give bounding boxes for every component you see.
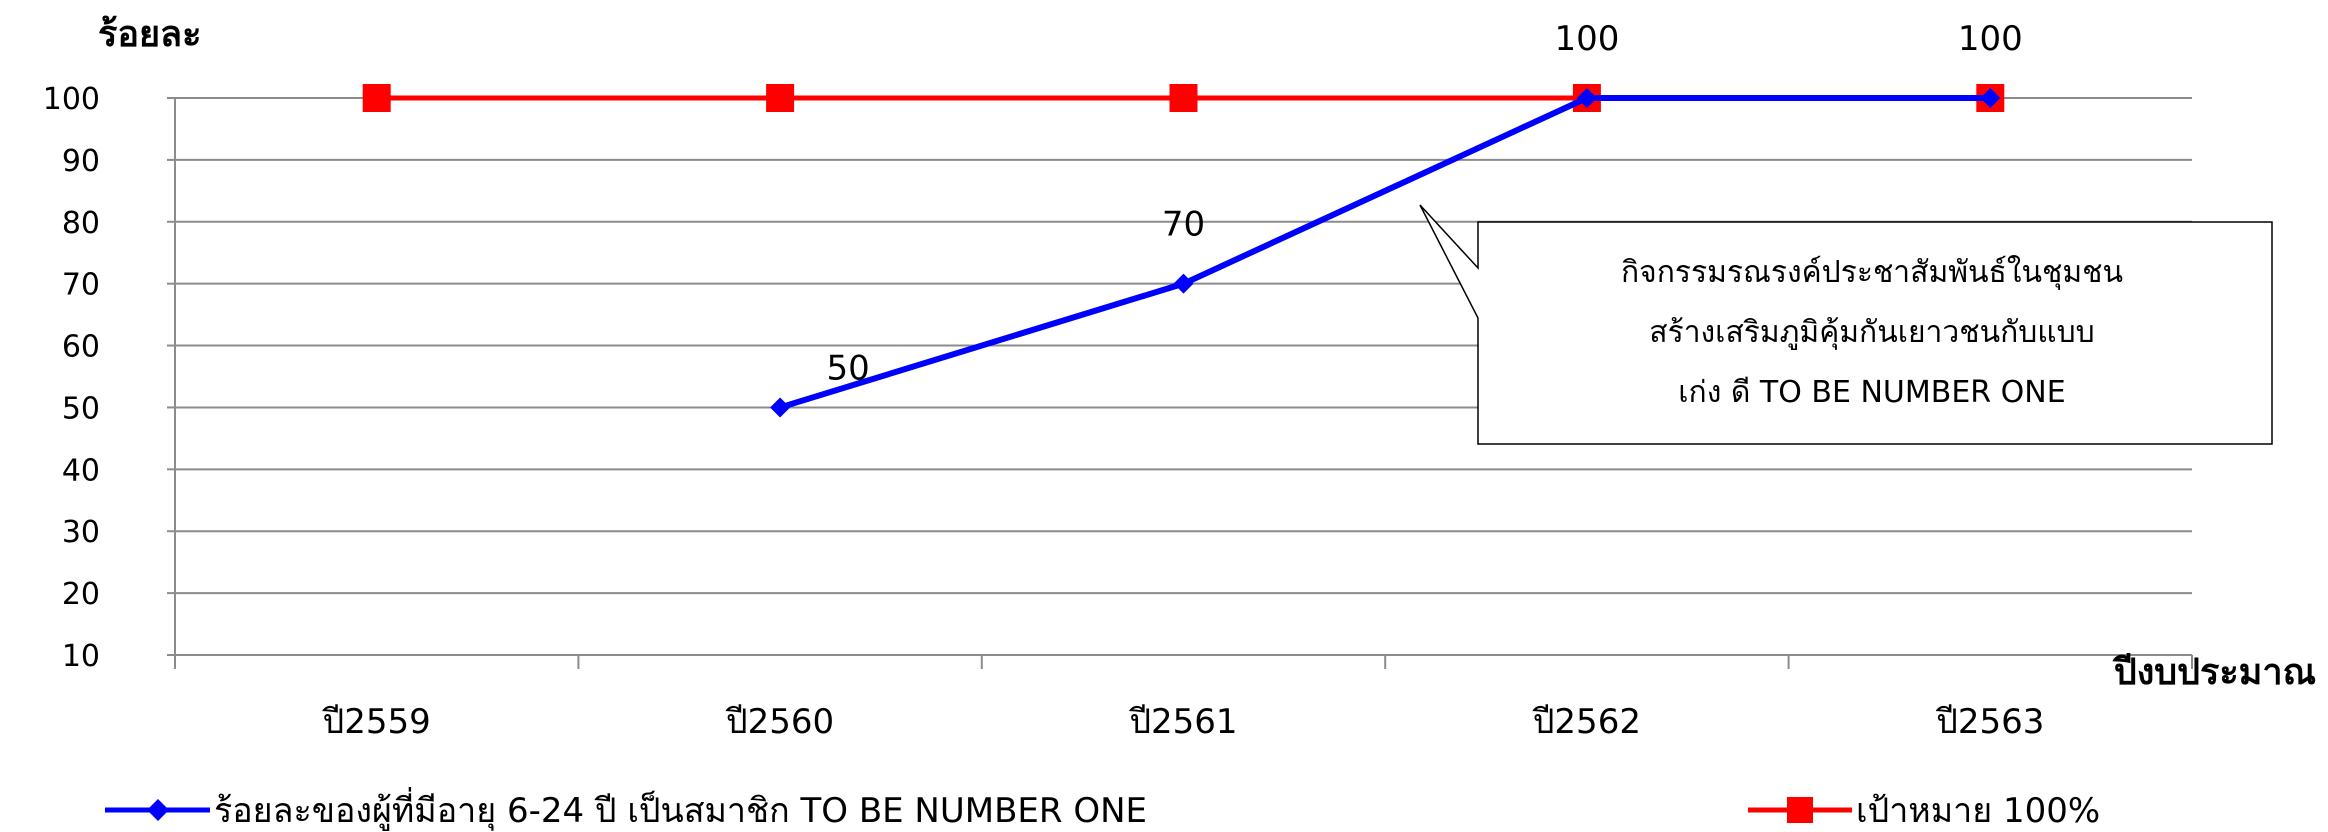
legend-label-members: ร้อยละของผู้ที่มีอายุ 6-24 ปี เป็นสมาชิก… bbox=[214, 787, 1147, 831]
callout-line-1: กิจกรรมรณรงค์ประชาสัมพันธ์ในชุมชน bbox=[1621, 255, 2123, 291]
legend-label-target: เป้าหมาย 100% bbox=[1856, 791, 2100, 831]
data-label-4: 100 bbox=[1958, 19, 2023, 59]
x-tick-label-3: ปี2562 bbox=[1532, 702, 1641, 742]
axes bbox=[167, 97, 2193, 669]
x-tick-label-4: ปี2563 bbox=[1936, 702, 2045, 742]
legend-item-members: ร้อยละของผู้ที่มีอายุ 6-24 ปี เป็นสมาชิก… bbox=[105, 787, 1147, 831]
y-tick-label-60: 60 bbox=[62, 330, 100, 365]
y-tick-label-90: 90 bbox=[62, 144, 100, 179]
y-tick-label-80: 80 bbox=[62, 206, 100, 241]
y-tick-label-30: 30 bbox=[62, 515, 100, 550]
callout-box bbox=[1419, 204, 2273, 445]
series-members-marker-3 bbox=[1980, 88, 2001, 108]
callout-line-3: เก่ง ดี TO BE NUMBER ONE bbox=[1678, 375, 2065, 410]
x-tick-label-2: ปี2561 bbox=[1129, 702, 1238, 742]
series-target-marker-2 bbox=[1169, 84, 1198, 112]
data-label-1: 50 bbox=[826, 348, 869, 388]
legend-item-target: เป้าหมาย 100% bbox=[1748, 791, 2100, 831]
x-axis-title: ปีงบประมาณ bbox=[2112, 652, 2316, 693]
callout-line-2: สร้างเสริมภูมิคุ้มกันเยาวชนกับแบบ bbox=[1649, 315, 2094, 351]
series-target-marker-0 bbox=[362, 84, 391, 112]
y-tick-label-10: 10 bbox=[62, 639, 100, 674]
y-tick-label-100: 100 bbox=[43, 82, 100, 117]
series-members-line bbox=[779, 95, 1991, 411]
series-members-marker-1 bbox=[1173, 273, 1194, 294]
legend-diamond-marker bbox=[147, 799, 169, 821]
y-tick-label-70: 70 bbox=[62, 268, 100, 303]
series-target-marker-1 bbox=[766, 84, 795, 112]
y-tick-label-20: 20 bbox=[62, 577, 100, 612]
data-label-2: 70 bbox=[1162, 205, 1205, 245]
x-tick-label-0: ปี2559 bbox=[322, 702, 431, 742]
y-tick-labels: 10 20 30 40 50 60 70 80 90 100 bbox=[43, 82, 100, 674]
series-members bbox=[770, 88, 2001, 418]
data-label-3: 100 bbox=[1554, 19, 1619, 59]
y-tick-label-40: 40 bbox=[62, 453, 100, 488]
y-axis-title: ร้อยละ bbox=[98, 14, 201, 55]
data-labels: 50 70 100 100 bbox=[826, 19, 2022, 388]
legend: ร้อยละของผู้ที่มีอายุ 6-24 ปี เป็นสมาชิก… bbox=[105, 787, 2100, 831]
series-members-marker-2 bbox=[1576, 88, 1597, 108]
y-tick-label-50: 50 bbox=[62, 391, 100, 426]
legend-square-marker bbox=[1787, 797, 1813, 823]
x-tick-labels: ปี2559 ปี2560 ปี2561 ปี2562 ปี2563 bbox=[322, 702, 2044, 742]
x-tick-label-1: ปี2560 bbox=[725, 702, 834, 742]
series-members-marker-0 bbox=[770, 397, 791, 418]
callout: กิจกรรมรณรงค์ประชาสัมพันธ์ในชุมชน สร้างเ… bbox=[1419, 204, 2273, 445]
